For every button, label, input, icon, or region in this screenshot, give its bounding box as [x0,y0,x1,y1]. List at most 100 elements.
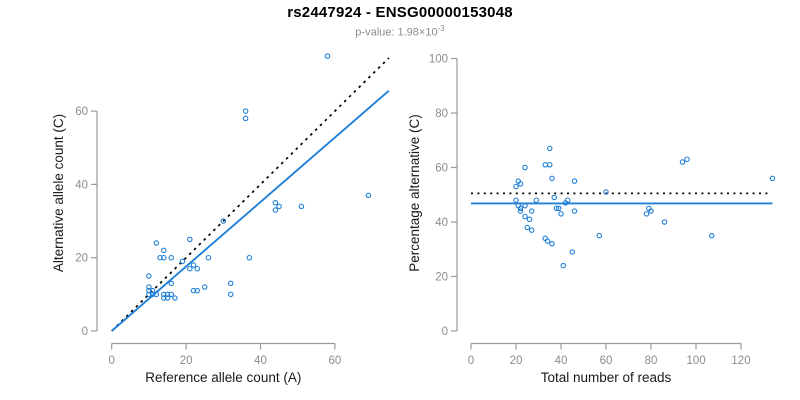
data-point [205,254,212,261]
data-point [190,287,197,294]
data-point [190,262,197,268]
data-point [517,181,524,187]
data-point [551,194,557,201]
data-point [179,258,186,265]
data-point [272,207,279,213]
data-point [168,254,174,261]
y-tick-label: 0 [442,326,448,338]
data-point [684,156,690,163]
data-point [187,236,193,243]
data-point [161,295,167,301]
data-point [517,208,524,214]
x-axis-title: Total number of reads [541,370,672,385]
data-point [549,241,555,247]
data-point [168,280,174,287]
data-point [549,175,555,182]
y-tick-label: 100 [429,54,448,66]
data-point [161,254,167,261]
figure-header: rs2447924 - ENSG00000153048 p-value: 1.9… [0,4,800,39]
data-point [546,145,553,152]
y-tick-label: 20 [435,272,448,284]
x-tick-label: 60 [600,355,613,367]
data-point [528,227,535,233]
x-tick-label: 20 [510,355,523,367]
pvalue-subtitle: p-value: 1.98×10-3 [0,24,800,39]
data-point [242,115,249,122]
pvalue-label: p-value: [355,26,395,39]
y-tick-label: 60 [435,163,448,175]
data-point [272,199,279,206]
data-point [522,202,528,209]
data-point [528,208,535,214]
y-axis-title: Alternative allele count (C) [51,114,66,272]
data-point [648,208,654,214]
data-point [533,197,539,203]
data-point [146,291,152,298]
data-point [542,162,548,168]
data-point [194,265,201,272]
data-point [227,280,234,287]
data-point [157,254,163,261]
data-point [558,211,564,217]
data-point [571,208,578,214]
x-tick-label: 100 [686,355,705,367]
data-point [643,211,650,217]
plot-title: rs2447924 - ENSG00000153048 [287,4,513,21]
data-point [164,291,171,298]
data-point [161,247,167,254]
fit-line [111,90,390,332]
data-point [153,291,160,298]
x-tick-label: 60 [329,355,342,367]
data-point [524,224,530,231]
data-point [708,232,715,239]
allele-count-scatter: 0 20 40 60 0 20 40 60 Reference allele count (A)… [51,53,390,385]
identity-50pct-line [111,57,390,332]
x-axis-title: Reference allele count (A) [145,370,301,385]
data-point [187,265,193,272]
data-point [276,203,282,210]
data-point [679,159,686,165]
data-point [194,287,201,294]
data-point [596,232,602,239]
data-point [365,192,372,199]
x-axis: 0 20 40 60 [108,342,342,367]
data-point [149,291,156,298]
data-point [555,205,562,212]
y-tick-label: 0 [82,326,88,338]
data-point [146,273,152,279]
data-point [513,197,519,203]
data-point [517,205,524,212]
y-tick-label: 80 [435,108,448,120]
data-point [522,213,528,220]
data-point [153,240,160,246]
y-axis: 0 20 40 60 [75,106,98,338]
y-tick-label: 40 [75,179,88,191]
data-point [146,284,152,290]
data-point [168,291,174,298]
data-point [149,287,156,294]
x-tick-label: 20 [180,355,193,367]
data-point [161,291,167,298]
data-point [560,262,566,269]
data-point [201,284,208,290]
data-point [242,108,249,114]
pvalue-mantissa: 1.98×10 [397,26,438,39]
y-axis: 0 20 40 60 80 100 [429,54,458,338]
data-point [661,219,668,225]
x-tick-label: 40 [254,355,267,367]
data-point [544,238,551,244]
data-point [298,203,305,210]
y-tick-label: 60 [75,106,88,118]
data-point [164,295,171,301]
percentage-vs-coverage-scatter: 0 20 40 60 80 100 0 20 40 60 80 100 120 Total number … [407,54,776,385]
data-point [526,216,533,223]
data-point [227,291,234,298]
y-tick-label: 40 [435,217,448,229]
data-points [146,53,372,301]
data-point [553,205,560,212]
data-point [146,287,152,294]
data-point [546,162,553,168]
data-point [513,183,519,190]
